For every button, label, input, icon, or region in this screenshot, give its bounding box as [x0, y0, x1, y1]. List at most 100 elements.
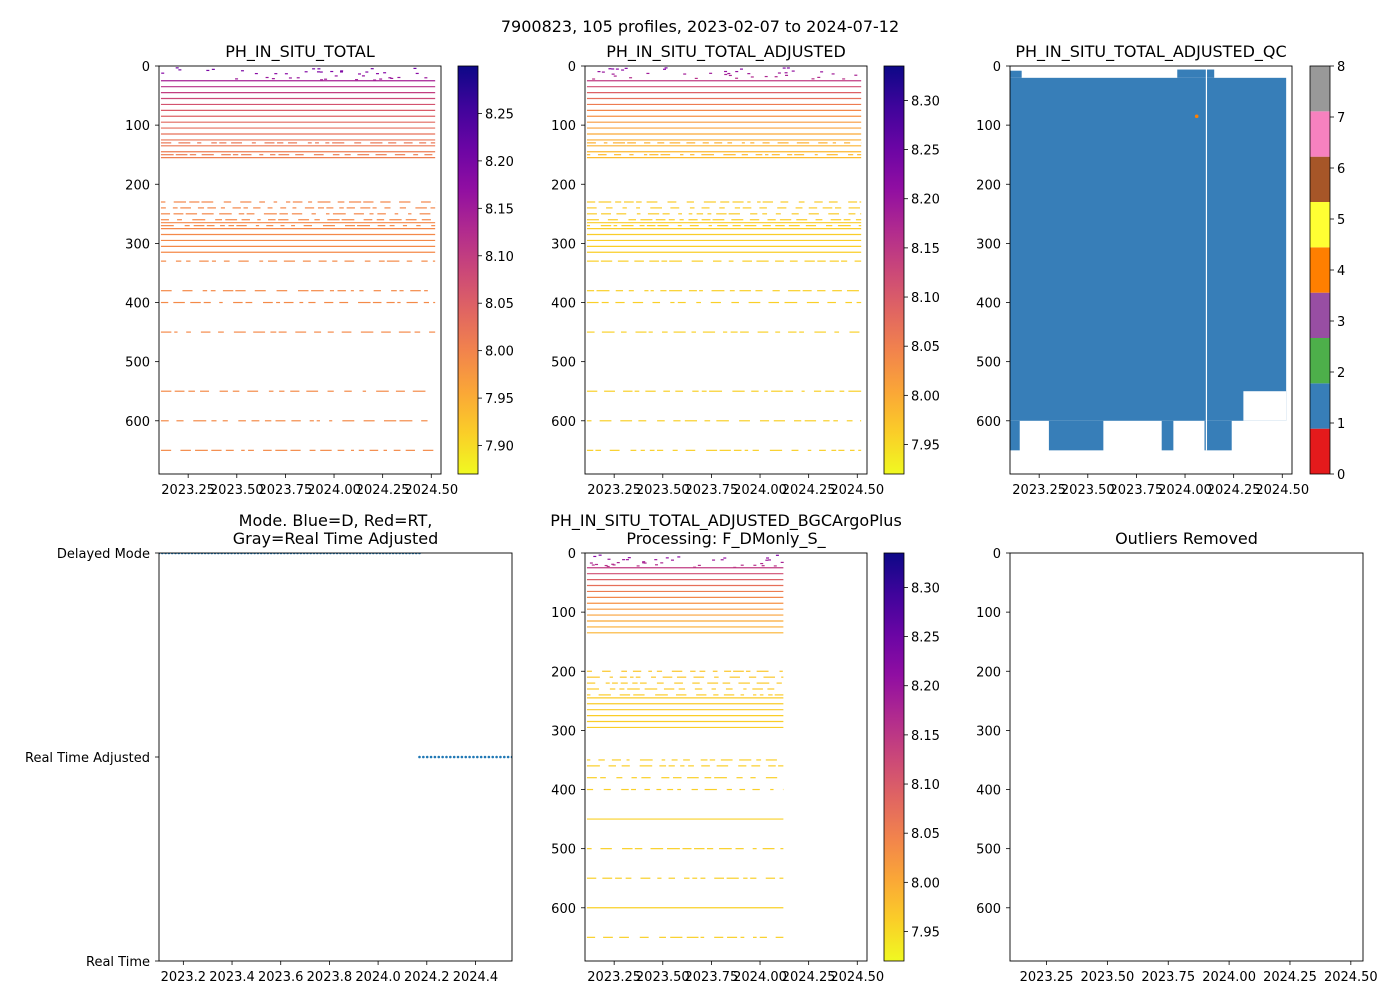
colorbar-tick-label: 5 [1337, 213, 1345, 228]
surface-speck [677, 556, 681, 558]
surface-speck [766, 557, 770, 559]
mode-point [464, 755, 468, 759]
surface-speck [240, 70, 244, 72]
x-tick-label: 2024.00 [1158, 483, 1212, 498]
surface-speck [811, 78, 815, 80]
mode-point [437, 755, 441, 759]
surface-speck [319, 71, 323, 73]
surface-speck [761, 565, 765, 567]
colorbar-tick-label: 8.00 [485, 345, 514, 360]
surface-speck [591, 564, 595, 566]
y-tick-label: 0 [993, 60, 1001, 75]
mode-point [491, 755, 495, 759]
y-tick-label: 0 [142, 60, 150, 75]
surface-speck [663, 68, 667, 70]
colorbar-tick-label: 4 [1337, 264, 1345, 279]
y-tick-label: 0 [568, 60, 576, 75]
y-tick-label: 500 [551, 356, 576, 371]
surface-speck [612, 564, 616, 566]
colorbar-tick-label: 8.15 [485, 202, 514, 217]
x-tick-label: 2023.50 [636, 970, 690, 985]
surface-speck [624, 67, 628, 69]
surface-speck [820, 71, 824, 73]
surface-speck [712, 559, 716, 561]
colorbar-segment [1310, 111, 1330, 157]
mode-point [425, 755, 429, 759]
axes-frame [1009, 65, 1293, 475]
surface-speck [274, 73, 278, 75]
y-tick-label: 200 [976, 665, 1001, 680]
surface-speck [768, 559, 772, 561]
qc-deep-profile [1204, 420, 1232, 451]
surface-speck [735, 77, 739, 79]
surface-speck [765, 559, 769, 561]
surface-speck [611, 563, 615, 565]
surface-speck [340, 70, 344, 72]
surface-speck [854, 74, 858, 76]
surface-speck [643, 562, 647, 564]
colorbar-tick-label: 8.20 [485, 155, 514, 170]
x-tick-label: 2023.25 [1020, 970, 1074, 985]
y-tick-label: 300 [551, 724, 576, 739]
x-tick-label: 2023.25 [161, 483, 215, 498]
qc-flag-4-point [1194, 114, 1199, 119]
surface-speck [592, 78, 596, 80]
surface-speck [728, 74, 732, 77]
x-tick-label: 2024.00 [733, 970, 787, 985]
surface-speck [388, 77, 392, 79]
y-tick-label: Real Time Adjusted [25, 751, 150, 766]
surface-speck [601, 71, 605, 73]
subplot-title: Outliers Removed [1115, 529, 1258, 548]
surface-speck [773, 565, 777, 567]
y-tick-label: Real Time [86, 955, 150, 970]
surface-speck [664, 67, 668, 69]
surface-speck [206, 69, 210, 72]
x-tick-label: 2024.50 [830, 483, 884, 498]
surface-speck [317, 68, 321, 70]
surface-speck [607, 558, 611, 560]
x-tick-label: 2023.25 [587, 483, 641, 498]
colorbar-tick-label: 8.15 [911, 729, 940, 744]
colorbar [883, 65, 905, 475]
surface-speck [397, 76, 401, 79]
colorbar-segment [1310, 66, 1330, 112]
qc-deep-profile [1161, 420, 1174, 451]
colorbar-segment [1310, 292, 1330, 338]
surface-speck [358, 73, 362, 75]
surface-speck [611, 68, 615, 70]
x-tick-label: 2023.8 [307, 970, 353, 985]
x-tick-label: 2024.4 [453, 970, 499, 985]
mode-point [418, 755, 421, 759]
x-tick-label: 2024.25 [1207, 483, 1261, 498]
colorbar-tick-label: 7.95 [485, 392, 514, 407]
surface-speck [750, 76, 754, 78]
surface-speck [424, 77, 428, 79]
y-tick-label: 300 [551, 237, 576, 252]
colorbar-tick-label: 8.05 [911, 340, 940, 355]
x-tick-label: 2024.25 [356, 483, 410, 498]
surface-speck [379, 78, 383, 80]
surface-speck [831, 73, 835, 75]
y-tick-label: 200 [551, 665, 576, 680]
x-tick-label: 2024.25 [1263, 970, 1317, 985]
surface-speck [608, 68, 612, 70]
figure-suptitle: 7900823, 105 profiles, 2023-02-07 to 202… [501, 17, 899, 36]
colorbar-tick-label: 8 [1337, 60, 1345, 75]
axes-frame [158, 65, 442, 475]
surface-speck [365, 71, 369, 73]
x-tick-label: 2023.75 [259, 483, 313, 498]
mode-point [445, 755, 448, 759]
colorbar-tick-label: 8.20 [911, 680, 940, 695]
colorbar-tick-label: 8.30 [911, 581, 940, 596]
y-tick-label: 600 [976, 902, 1001, 917]
surface-speck [786, 67, 790, 69]
surface-speck [775, 554, 779, 556]
surface-speck [265, 76, 269, 79]
surface-speck [597, 71, 601, 73]
surface-speck [774, 76, 778, 78]
x-tick-label: 2023.50 [1061, 483, 1115, 498]
plot-area-p2 [586, 67, 862, 451]
mode-point [495, 755, 498, 759]
surface-speck [415, 72, 419, 75]
mode-point [499, 755, 502, 759]
